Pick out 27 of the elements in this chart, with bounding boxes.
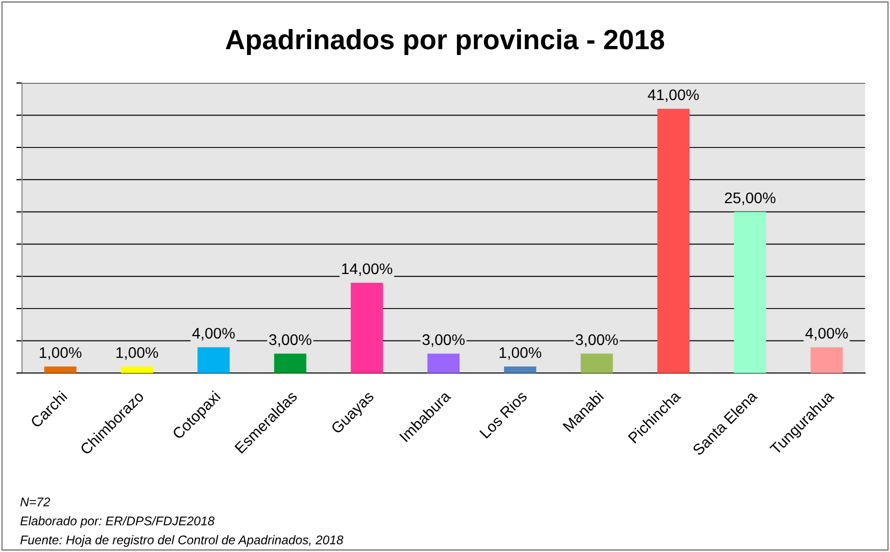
chart-title: Apadrinados por provincia - 2018	[226, 29, 664, 55]
data-label: 1,00%	[500, 347, 542, 360]
data-label: 1,00%	[40, 347, 82, 360]
data-label: 14,00%	[342, 263, 392, 276]
bar	[734, 212, 766, 373]
bar	[504, 366, 536, 373]
data-label: 4,00%	[805, 328, 848, 340]
data-label: 1,00%	[116, 347, 158, 360]
data-label: 25,00%	[724, 192, 776, 206]
x-tick-label: Los Rios	[478, 390, 528, 439]
data-label: 4,00%	[192, 328, 235, 340]
bar	[657, 108, 690, 373]
bar	[810, 347, 843, 373]
bar	[197, 347, 230, 373]
bar	[350, 282, 383, 373]
bar	[120, 366, 154, 373]
data-label: 3,00%	[576, 334, 618, 347]
data-label: 3,00%	[269, 334, 312, 347]
text: N=72	[20, 498, 50, 506]
bar	[427, 354, 460, 373]
bar	[44, 366, 76, 373]
bar	[580, 354, 613, 373]
data-label: 3,00%	[422, 334, 465, 347]
source-note: Fuente: Hoja de registro del Control de Apadrinados, 2018	[20, 535, 344, 547]
bar	[274, 354, 306, 373]
data-label: 41,00%	[648, 89, 699, 102]
text: Elaborado por: ER/DPS/FDJE2018	[20, 516, 214, 528]
